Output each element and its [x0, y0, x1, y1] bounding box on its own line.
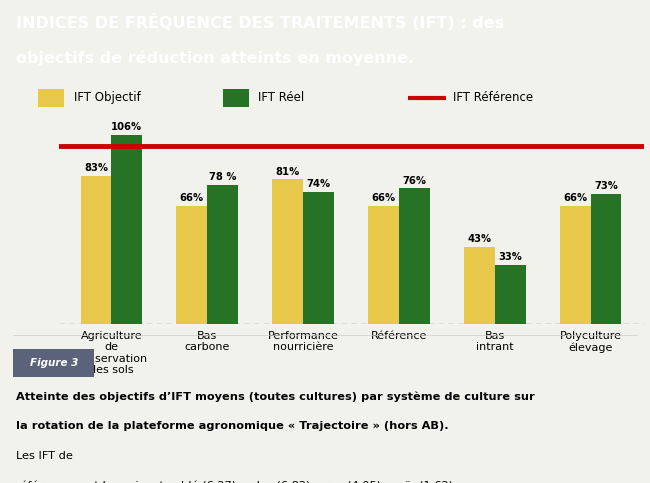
Text: IFT Objectif: IFT Objectif — [73, 91, 140, 104]
Text: INDICES DE FRÉQUENCE DES TRAITEMENTS (IFT) : des: INDICES DE FRÉQUENCE DES TRAITEMENTS (IF… — [16, 14, 504, 31]
Text: 74%: 74% — [306, 179, 330, 189]
Text: 78 %: 78 % — [209, 172, 236, 182]
Text: 43%: 43% — [467, 234, 491, 244]
Bar — [495, 265, 526, 324]
Text: IFT Réel: IFT Réel — [258, 91, 304, 104]
Bar — [464, 247, 495, 324]
Bar — [591, 194, 621, 324]
Text: référence sont les suivants : blé (6,27), colza (6,82), orge (4,05), maïs (1,62): référence sont les suivants : blé (6,27)… — [16, 481, 457, 483]
Text: 33%: 33% — [499, 252, 522, 262]
Bar — [303, 192, 333, 324]
Text: IFT Référence: IFT Référence — [452, 91, 532, 104]
Text: Les IFT de: Les IFT de — [16, 451, 73, 461]
Bar — [38, 89, 64, 107]
Bar — [369, 206, 399, 324]
Bar — [272, 179, 303, 324]
Text: la rotation de la plateforme agronomique « Trajectoire » (hors AB).: la rotation de la plateforme agronomique… — [16, 421, 449, 431]
Text: Figure 3: Figure 3 — [30, 358, 78, 368]
Text: 106%: 106% — [111, 122, 142, 132]
Text: 66%: 66% — [372, 193, 396, 203]
Bar — [81, 176, 111, 324]
Text: Atteinte des objectifs d’IFT moyens (toutes cultures) par système de culture sur: Atteinte des objectifs d’IFT moyens (tou… — [16, 392, 535, 402]
Text: objectifs de réduction atteints en moyenne.: objectifs de réduction atteints en moyen… — [16, 50, 415, 66]
Text: 73%: 73% — [594, 181, 618, 191]
Bar — [399, 188, 430, 324]
Bar — [111, 135, 142, 324]
Text: 66%: 66% — [180, 193, 204, 203]
Text: 81%: 81% — [276, 167, 300, 177]
Bar — [207, 185, 238, 324]
Text: 76%: 76% — [402, 176, 426, 185]
Text: 83%: 83% — [84, 163, 108, 173]
Bar — [560, 206, 591, 324]
Bar — [176, 206, 207, 324]
FancyBboxPatch shape — [13, 349, 94, 377]
Bar — [223, 89, 249, 107]
Text: 66%: 66% — [564, 193, 588, 203]
